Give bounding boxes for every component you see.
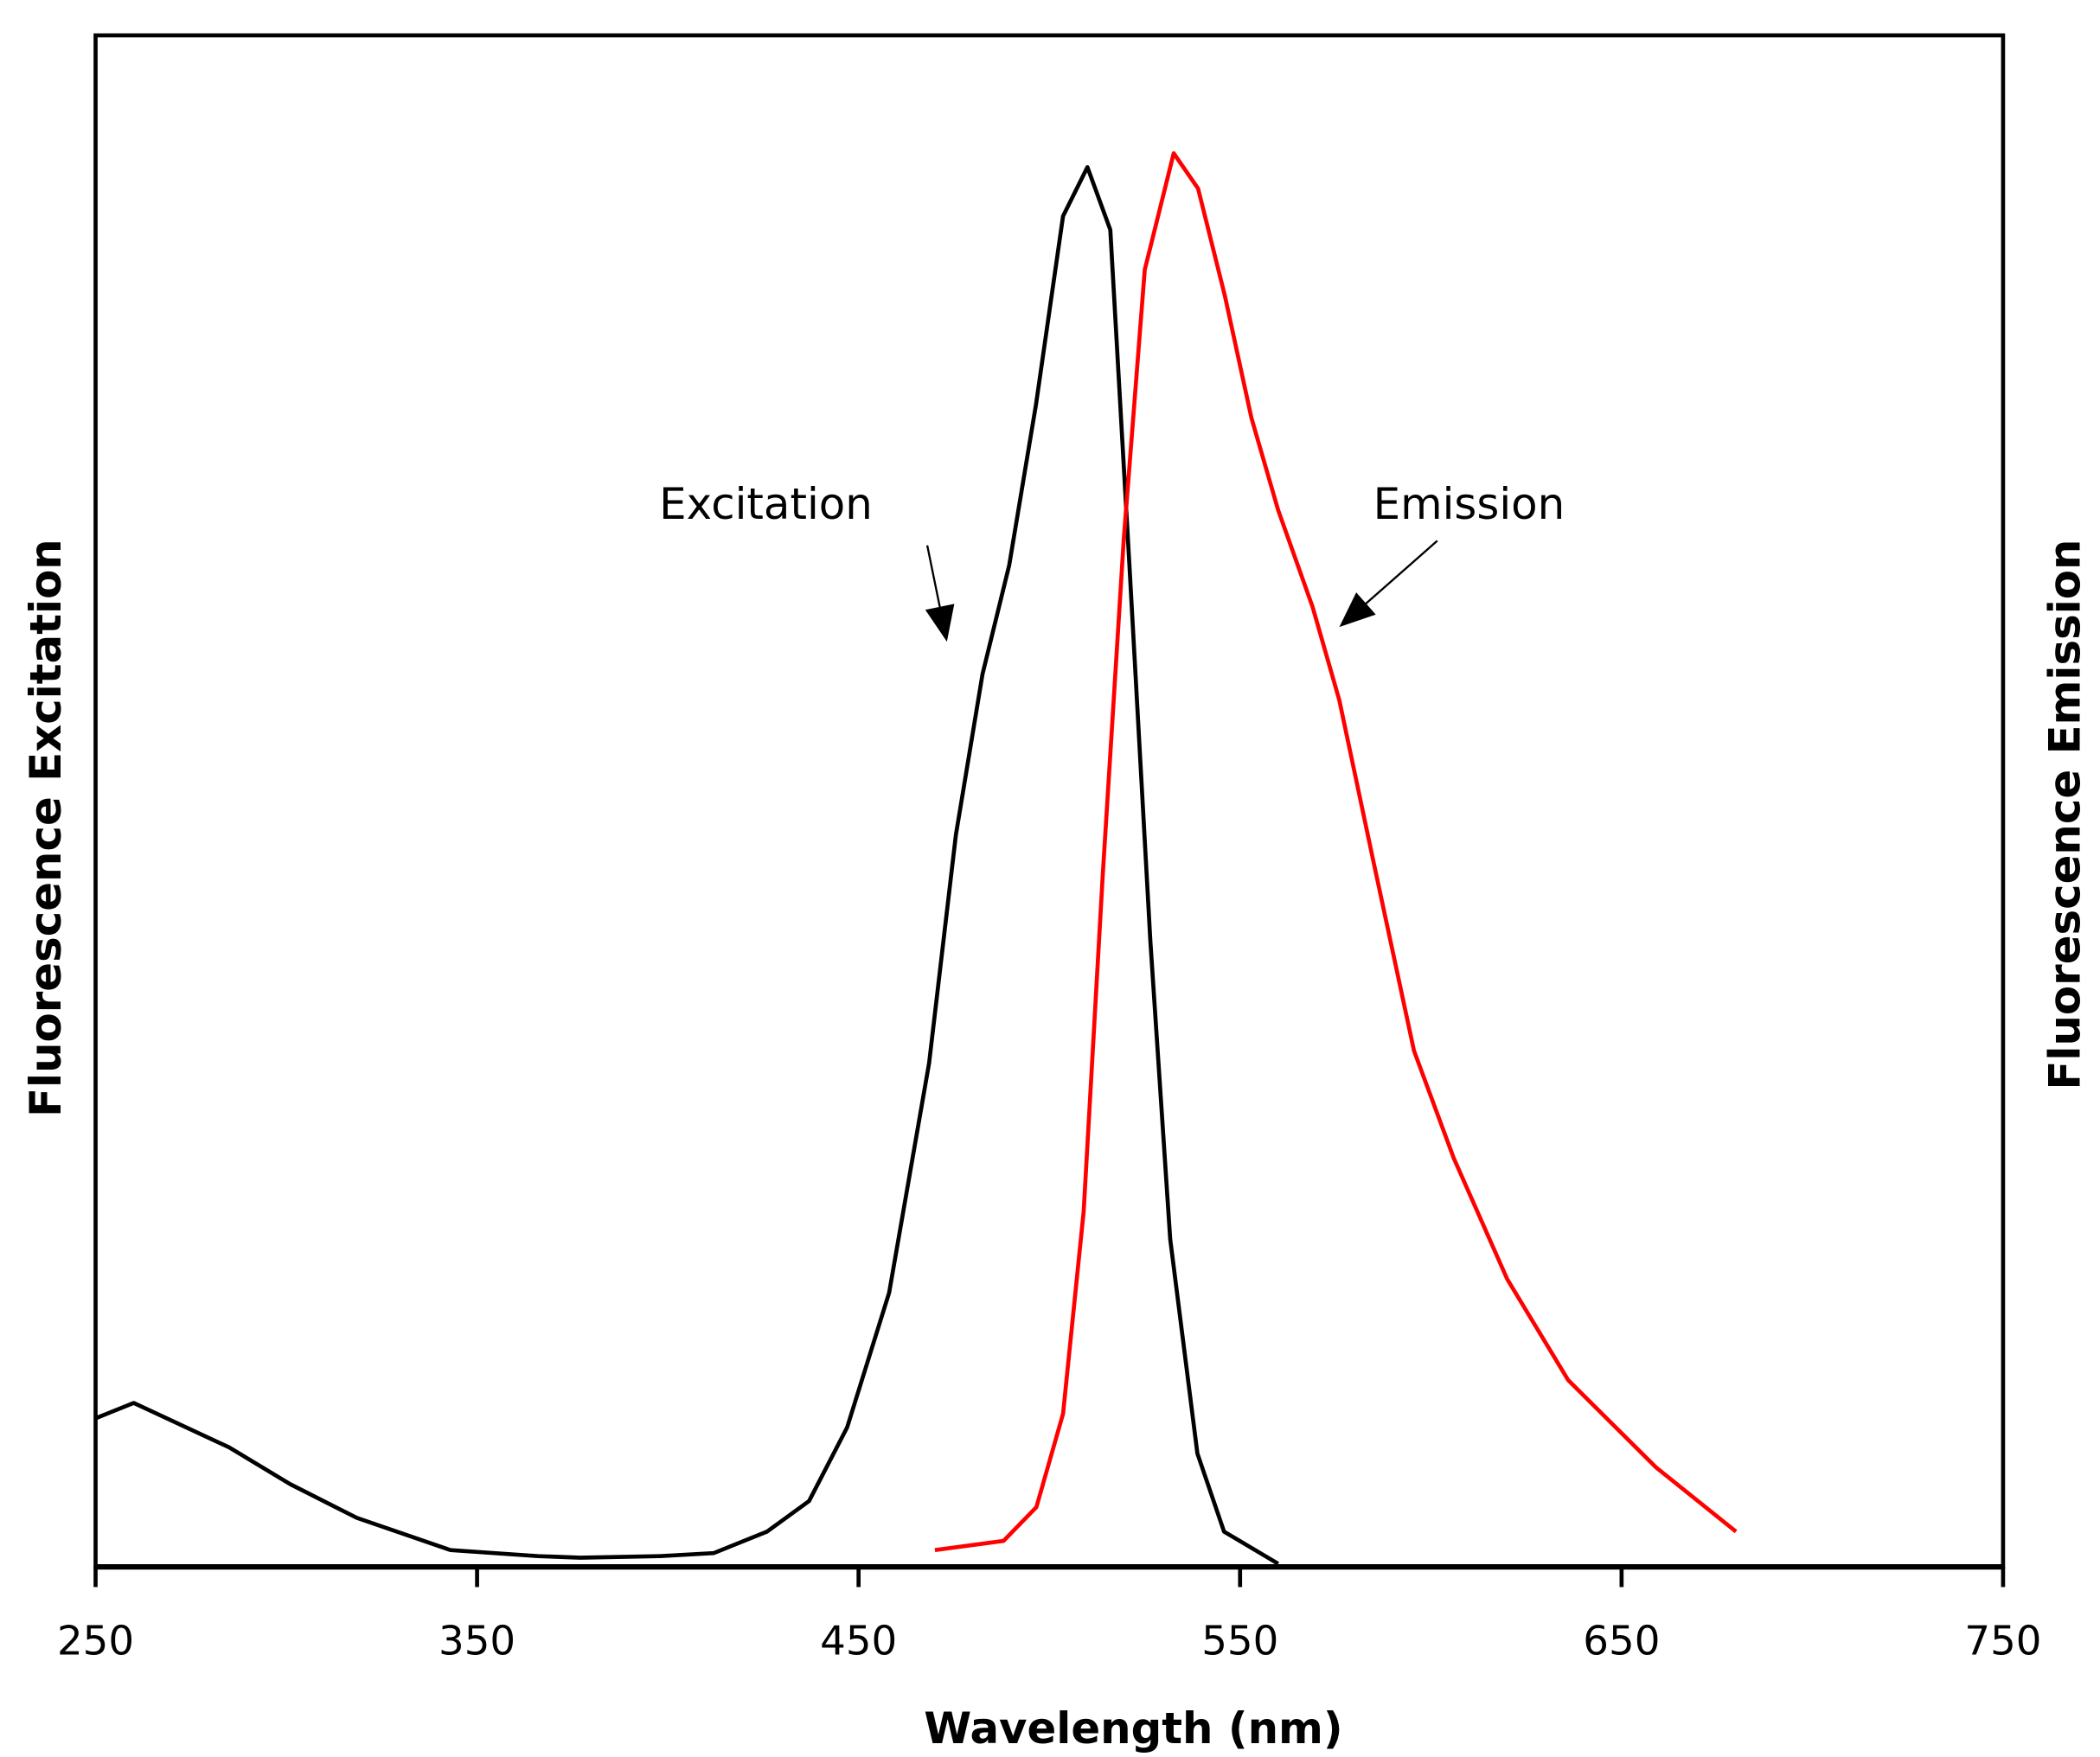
y-axis-title-right: Fluorescence Emission xyxy=(2040,540,2090,1090)
annotation-arrow xyxy=(1339,540,1438,628)
y-axis-title-left: Fluorescence Excitation xyxy=(21,539,71,1117)
x-tick-label: 650 xyxy=(1583,1618,1660,1664)
plot-frame xyxy=(93,33,2006,1569)
series-line-emission xyxy=(934,150,1738,1552)
annotation-arrow xyxy=(925,545,955,642)
annotation-label-emission: Emission xyxy=(1373,479,1565,529)
annotation-label-excitation: Excitation xyxy=(659,479,873,529)
series-line-excitation xyxy=(94,164,1280,1566)
x-tick-label: 350 xyxy=(439,1618,515,1664)
x-tick-label: 550 xyxy=(1201,1618,1278,1664)
x-tick-label: 450 xyxy=(820,1618,897,1664)
x-tick-label: 750 xyxy=(1964,1618,2041,1664)
x-axis-title: Wavelength (nm) xyxy=(924,1703,1342,1754)
x-tick-label: 250 xyxy=(57,1618,134,1664)
